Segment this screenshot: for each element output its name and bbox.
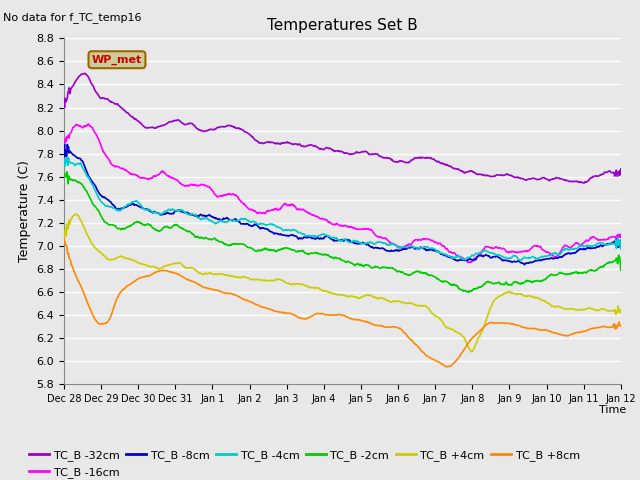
Title: Temperatures Set B: Temperatures Set B xyxy=(267,18,418,33)
Legend: TC_B -32cm, TC_B -16cm, TC_B -8cm, TC_B -4cm, TC_B -2cm, TC_B +4cm, TC_B +8cm: TC_B -32cm, TC_B -16cm, TC_B -8cm, TC_B … xyxy=(25,446,584,480)
Text: WP_met: WP_met xyxy=(92,55,142,65)
X-axis label: Time: Time xyxy=(599,405,627,415)
Y-axis label: Temperature (C): Temperature (C) xyxy=(18,160,31,262)
Text: No data for f_TC_temp16: No data for f_TC_temp16 xyxy=(3,12,141,23)
